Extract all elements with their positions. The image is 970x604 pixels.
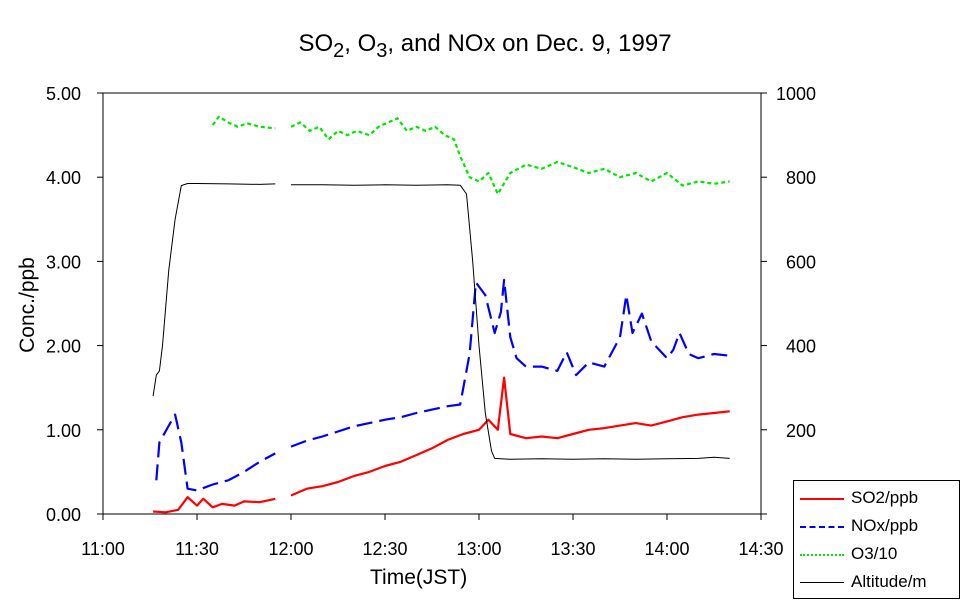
y-axis-label: Conc./ppb xyxy=(16,257,39,353)
series-layer xyxy=(152,115,730,514)
x-axis-label: Time(JST) xyxy=(370,566,468,589)
legend-swatch xyxy=(800,498,844,500)
y-left-tick-label: 4.00 xyxy=(46,168,81,188)
legend-label: SO2/ppb xyxy=(851,488,919,507)
plot-frame xyxy=(102,92,762,515)
x-tick-label: 14:00 xyxy=(644,539,689,559)
y-right-tick-label: 800 xyxy=(786,168,816,188)
legend-item-o3: O3/10 xyxy=(794,541,961,569)
y-left-tick-label: 5.00 xyxy=(46,84,81,104)
y-left-tick-label: 1.00 xyxy=(46,421,81,441)
legend-label: Altitude/m xyxy=(851,572,927,591)
legend-swatch xyxy=(800,554,844,556)
legend: SO2/ppb NOx/ppb O3/10 Altitude/m xyxy=(793,480,960,599)
axes: 11:00 11:30 12:00 12:30 13:00 13:30 14:00 14:30… xyxy=(46,84,816,559)
legend-label: O3/10 xyxy=(851,544,898,563)
legend-swatch xyxy=(800,582,844,583)
series-line-altitude xyxy=(152,183,276,397)
y-left-tick-label: 2.00 xyxy=(46,337,81,357)
chart-title: SO2, O3, and NOx on Dec. 9, 1997 xyxy=(298,30,672,62)
x-tick-label: 13:00 xyxy=(456,539,501,559)
y-right-tick-label: 600 xyxy=(786,252,816,272)
x-tick-label: 12:00 xyxy=(268,539,313,559)
y-right-tick-label: 400 xyxy=(786,337,816,357)
series-line-altitude xyxy=(291,184,730,460)
y-right-tick-label: 1000 xyxy=(776,84,816,104)
legend-item-nox: NOx/ppb xyxy=(794,513,961,541)
x-tick-label: 11:30 xyxy=(175,539,219,559)
series-line-so2 xyxy=(290,376,730,497)
legend-swatch xyxy=(800,526,844,528)
x-tick-label: 14:30 xyxy=(738,539,783,559)
x-tick-label: 11:00 xyxy=(81,539,125,559)
plot-area xyxy=(102,92,762,515)
series-line-o3 xyxy=(211,115,276,130)
series-line-so2 xyxy=(153,496,276,514)
series-line-nox xyxy=(155,413,276,492)
y-left-tick-label: 3.00 xyxy=(46,252,81,272)
series-line-o3 xyxy=(290,117,730,196)
legend-item-so2: SO2/ppb xyxy=(794,485,961,513)
x-tick-label: 12:30 xyxy=(362,539,407,559)
legend-label: NOx/ppb xyxy=(851,516,919,535)
series-line-nox xyxy=(290,278,730,448)
y-right-tick-label: 200 xyxy=(786,421,816,441)
y-left-tick-label: 0.00 xyxy=(46,505,81,525)
legend-item-altitude: Altitude/m xyxy=(794,569,961,597)
x-tick-label: 13:30 xyxy=(550,539,595,559)
